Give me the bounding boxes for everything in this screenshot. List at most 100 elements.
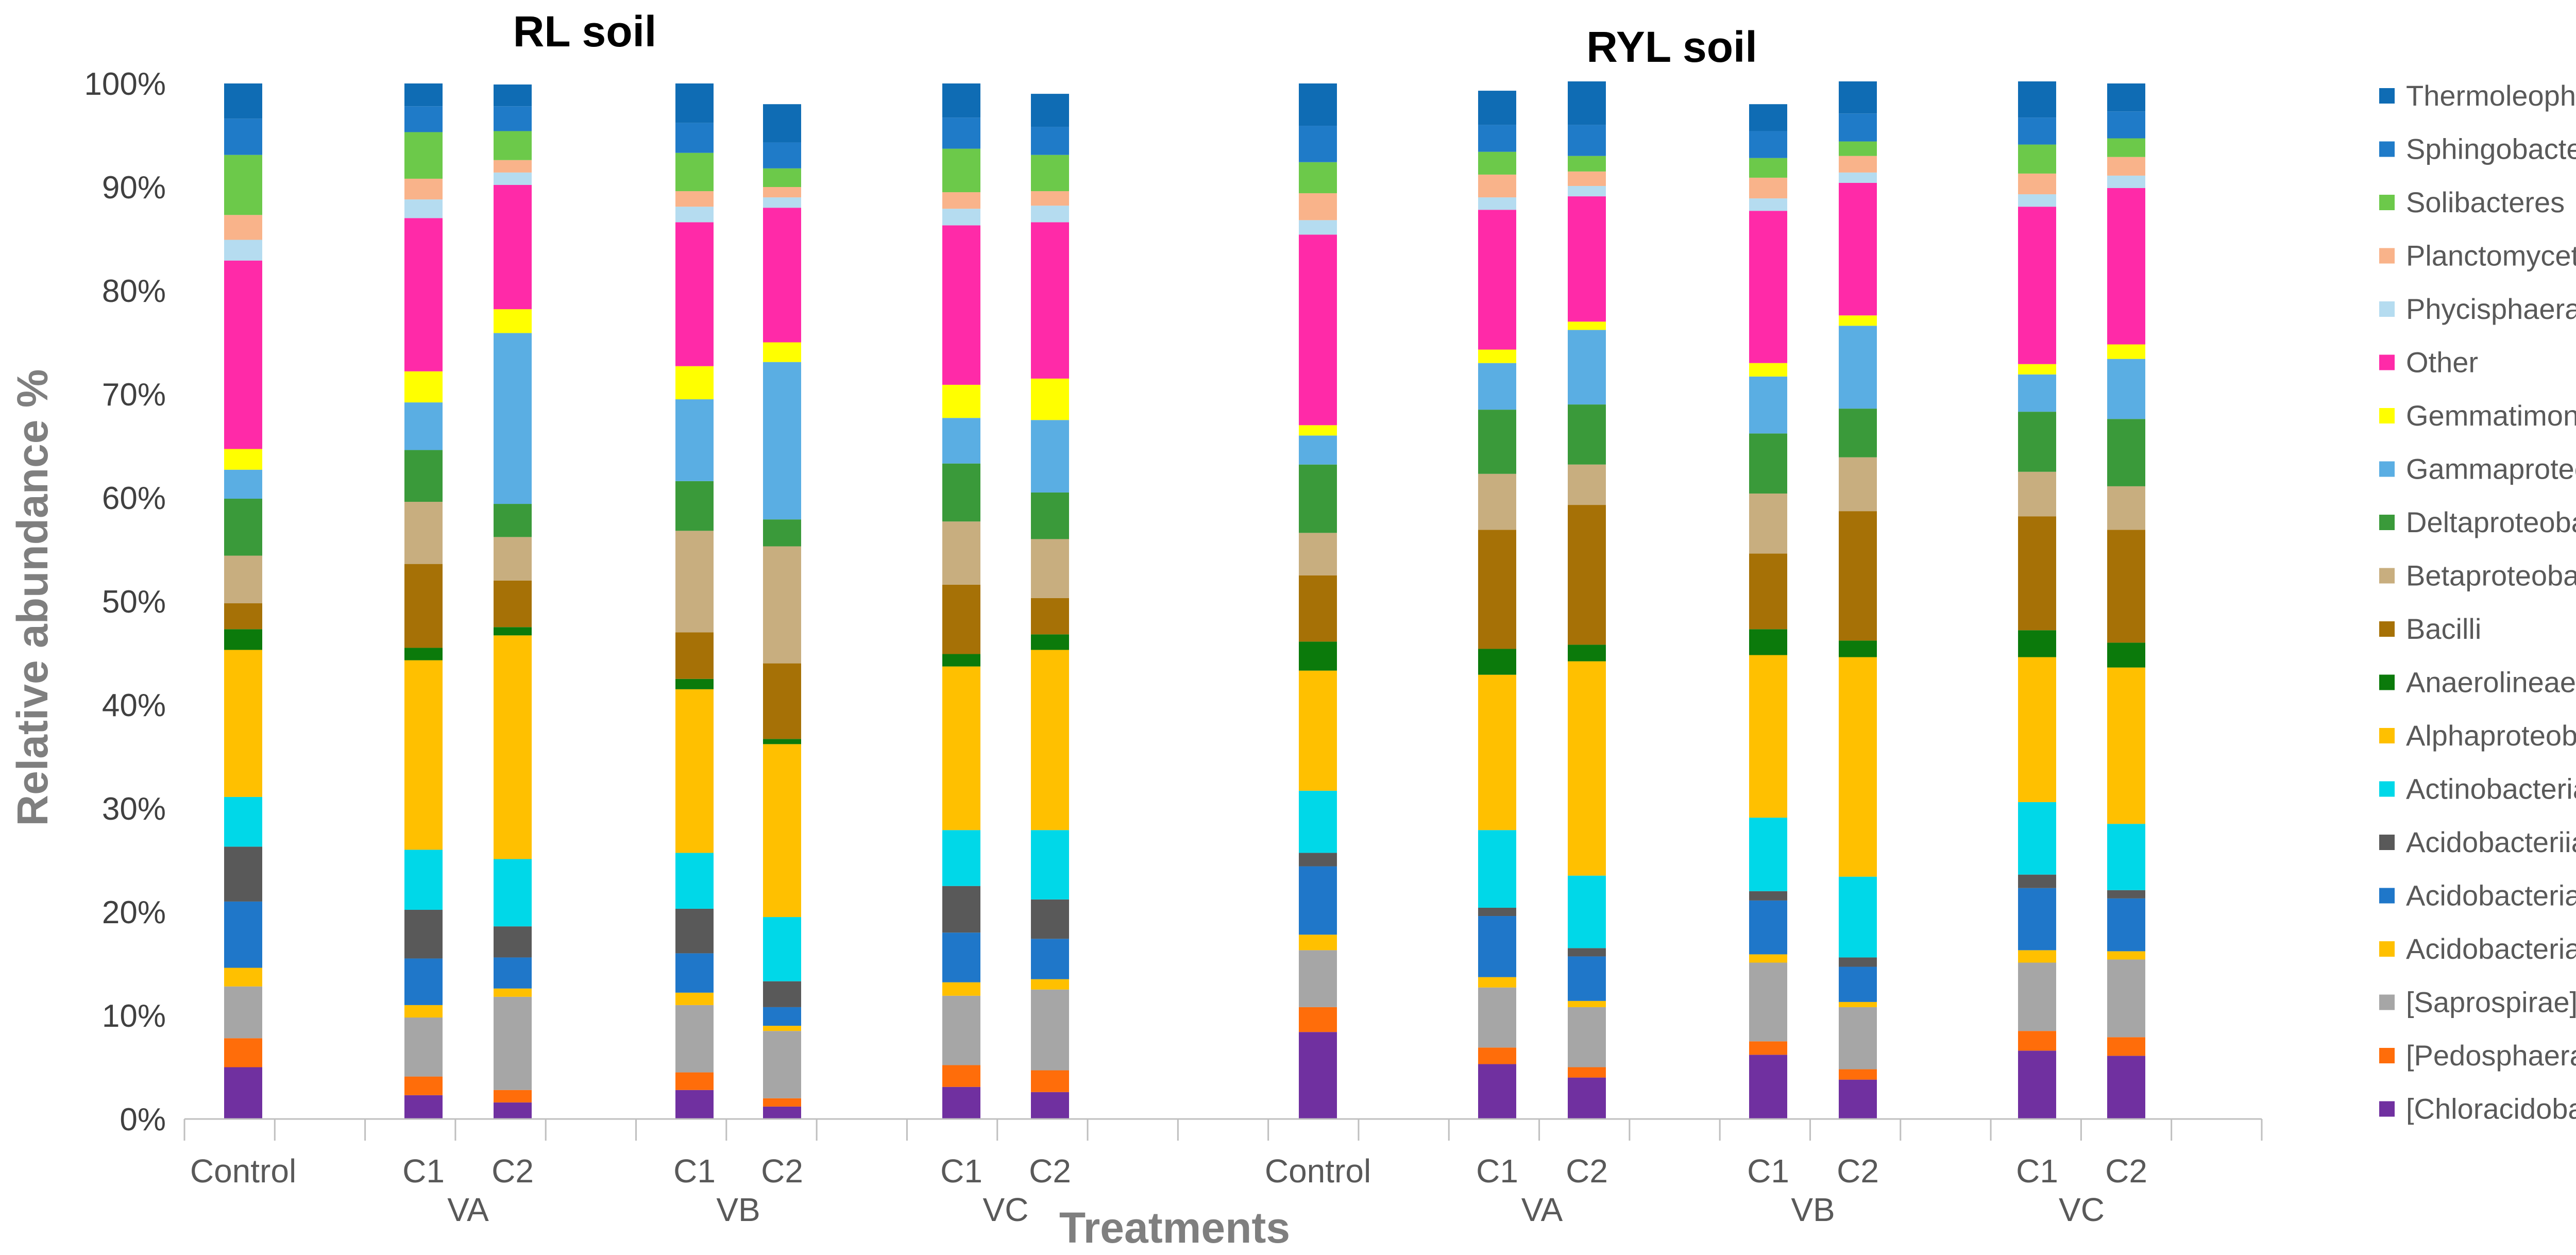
bar-segment bbox=[1031, 650, 1069, 830]
x-category-label: C1 bbox=[2016, 1152, 2058, 1190]
bar-segment bbox=[1299, 853, 1337, 867]
bar-segment bbox=[404, 83, 443, 107]
bar-segment bbox=[1478, 649, 1516, 675]
bar-segment bbox=[942, 148, 980, 193]
legend-swatch bbox=[2379, 1048, 2395, 1063]
bar-segment bbox=[675, 1072, 714, 1090]
legend-item: Sphingobacteriia bbox=[2379, 133, 2576, 165]
bar-segment bbox=[942, 521, 980, 585]
bar-segment bbox=[763, 1026, 801, 1031]
bar-segment bbox=[224, 1038, 262, 1067]
bar-segment bbox=[675, 152, 714, 192]
legend-swatch bbox=[2379, 141, 2395, 157]
legend-item: Phycisphaerae bbox=[2379, 293, 2576, 325]
bar-stack bbox=[2018, 81, 2056, 1119]
bar-segment bbox=[1749, 363, 1787, 377]
legend-swatch bbox=[2379, 1101, 2395, 1117]
bar-segment bbox=[1299, 935, 1337, 951]
bar-segment bbox=[2107, 890, 2145, 898]
bar-segment bbox=[675, 481, 714, 531]
bar-segment bbox=[942, 384, 980, 418]
bar-segment bbox=[1568, 81, 1606, 125]
bar-segment bbox=[2018, 412, 2056, 472]
bar-segment bbox=[1478, 363, 1516, 410]
bar-segment bbox=[763, 1031, 801, 1098]
legend-item: Alphaproteobacteria bbox=[2379, 719, 2576, 752]
bar-segment bbox=[2018, 516, 2056, 631]
legend-item: Bacilli bbox=[2379, 613, 2481, 645]
bar-segment bbox=[942, 666, 980, 830]
bar-segment bbox=[2018, 207, 2056, 364]
legend-item: Thermoleophilia bbox=[2379, 79, 2576, 112]
bar-segment bbox=[1031, 939, 1069, 979]
bar-segment bbox=[1839, 1079, 1877, 1119]
bar-segment bbox=[1299, 126, 1337, 162]
bar-segment bbox=[675, 908, 714, 954]
bar-segment bbox=[2018, 950, 2056, 963]
bar-segment bbox=[1568, 185, 1606, 197]
bar-segment bbox=[1749, 198, 1787, 211]
bar-segment bbox=[1839, 141, 1877, 156]
legend-item: Solibacteres bbox=[2379, 186, 2565, 218]
legend-item: [Pedosphaerae] bbox=[2379, 1039, 2576, 1072]
bar-segment bbox=[1478, 530, 1516, 649]
bar-segment bbox=[1839, 182, 1877, 316]
bar-segment bbox=[2018, 117, 2056, 145]
legend-swatch bbox=[2379, 781, 2395, 797]
bar-segment bbox=[494, 84, 532, 107]
bar-segment bbox=[1568, 125, 1606, 156]
legend-label: Actinobacteria bbox=[2406, 773, 2576, 805]
y-tick-label: 90% bbox=[102, 170, 166, 206]
y-tick-label: 100% bbox=[84, 66, 166, 102]
bar-segment bbox=[1031, 155, 1069, 192]
bar-segment bbox=[404, 371, 443, 403]
x-category-label: C2 bbox=[761, 1152, 803, 1190]
bar-segment bbox=[1299, 1007, 1337, 1032]
x-category-label: C1 bbox=[402, 1152, 445, 1190]
bar-segment bbox=[1749, 954, 1787, 963]
legend-item: Acidobacteria-6 bbox=[2379, 879, 2576, 912]
x-category-label: C2 bbox=[1029, 1152, 1071, 1190]
legend-swatch bbox=[2379, 835, 2395, 850]
bar-segment bbox=[763, 342, 801, 362]
bar-segment bbox=[2107, 530, 2145, 643]
bar-segment bbox=[224, 846, 262, 902]
legend-swatch bbox=[2379, 674, 2395, 690]
legend-item: Other bbox=[2379, 346, 2478, 379]
bar-segment bbox=[2107, 951, 2145, 960]
bar-segment bbox=[1749, 177, 1787, 199]
bar-segment bbox=[224, 650, 262, 797]
bar-segment bbox=[404, 1076, 443, 1095]
bar-segment bbox=[494, 859, 532, 927]
bar-segment bbox=[763, 168, 801, 187]
bar-segment bbox=[675, 1005, 714, 1073]
bar-segment bbox=[2107, 824, 2145, 890]
bar-stack bbox=[1568, 81, 1606, 1119]
bar-segment bbox=[763, 744, 801, 918]
legend-label: Acidobacteria-5 bbox=[2406, 932, 2576, 965]
bar-segment bbox=[404, 132, 443, 179]
legend-label: Deltaproteobacteria bbox=[2406, 506, 2576, 538]
bar-segment bbox=[1568, 404, 1606, 465]
bar-segment bbox=[2018, 471, 2056, 517]
bar-segment bbox=[2107, 1056, 2145, 1119]
bar-segment bbox=[942, 418, 980, 464]
legend-label: Acidobacteriia bbox=[2406, 826, 2576, 858]
bar-stack bbox=[675, 83, 714, 1119]
bar-segment bbox=[1839, 966, 1877, 1002]
bar-segment bbox=[224, 118, 262, 155]
legend-label: Acidobacteria-6 bbox=[2406, 879, 2576, 912]
bar-segment bbox=[494, 160, 532, 173]
legend-label: Alphaproteobacteria bbox=[2406, 719, 2576, 752]
bar-segment bbox=[224, 968, 262, 987]
y-tick-label: 30% bbox=[102, 791, 166, 827]
bar-segment bbox=[404, 850, 443, 910]
bar-segment bbox=[1299, 162, 1337, 194]
bar-segment bbox=[1478, 674, 1516, 830]
bar-segment bbox=[675, 222, 714, 366]
bar-segment bbox=[1031, 94, 1069, 127]
bar-segment bbox=[942, 886, 980, 933]
bar-segment bbox=[1031, 191, 1069, 206]
bar-segment bbox=[763, 1106, 801, 1119]
